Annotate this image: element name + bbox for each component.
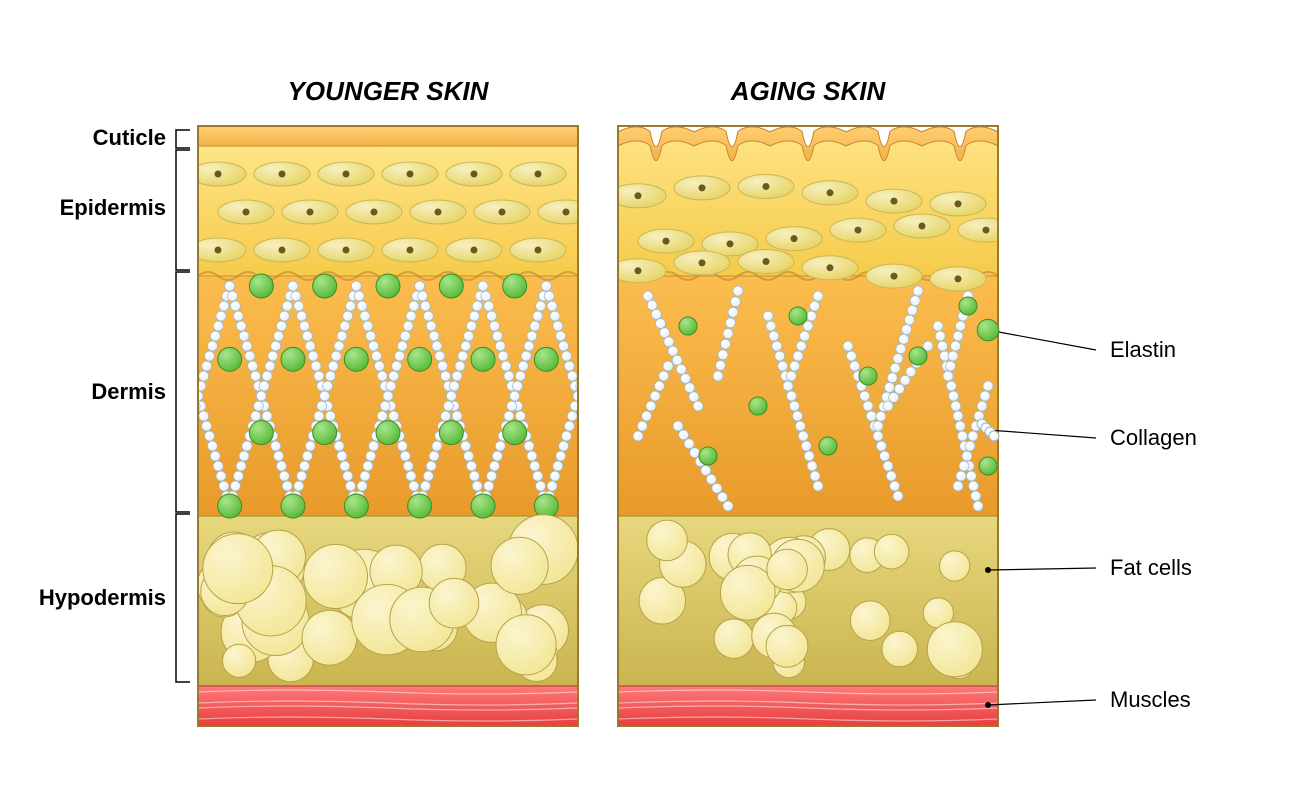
elastin-node — [959, 297, 977, 315]
fat-cell — [927, 622, 982, 677]
component-label-muscles: Muscles — [985, 687, 1191, 712]
elastin-node — [679, 317, 697, 335]
component-label-fatcells: Fat cells — [985, 555, 1192, 580]
layer-label-text-epidermis: Epidermis — [60, 195, 166, 220]
elastin-node — [859, 367, 877, 385]
layer-label-text-cuticle: Cuticle — [93, 125, 166, 150]
layer-label-hypodermis: Hypodermis — [39, 514, 190, 682]
component-label-elastin: Elastin — [985, 327, 1176, 362]
elastin-node — [503, 421, 527, 445]
component-label-collagen: Collagen — [985, 425, 1197, 450]
elastin-node — [909, 347, 927, 365]
elastin-node — [408, 347, 432, 371]
elastin-node — [749, 397, 767, 415]
component-label-text-elastin: Elastin — [1110, 337, 1176, 362]
elastin-node — [344, 494, 368, 518]
layer-label-dermis: Dermis — [91, 272, 190, 512]
elastin-node — [218, 494, 242, 518]
elastin-node — [249, 421, 273, 445]
fat-cell — [874, 534, 909, 569]
layer-label-text-hypodermis: Hypodermis — [39, 585, 166, 610]
fat-cell — [496, 615, 556, 675]
fat-cell — [223, 644, 256, 677]
elastin-node — [789, 307, 807, 325]
elastin-node — [281, 347, 305, 371]
elastin-node — [819, 437, 837, 455]
component-label-text-collagen: Collagen — [1110, 425, 1197, 450]
fat-cell — [882, 631, 918, 667]
elastin-node — [313, 421, 337, 445]
panel-aging-skin — [610, 126, 1018, 726]
elastin-node — [503, 274, 527, 298]
elastin-icon — [977, 319, 999, 341]
elastin-node — [408, 494, 432, 518]
panel-younger-skin — [161, 126, 614, 726]
elastin-node — [699, 447, 717, 465]
fat-cell — [491, 537, 548, 594]
title-aging-skin: AGING SKIN — [730, 76, 887, 106]
component-label-text-muscles: Muscles — [1110, 687, 1191, 712]
elastin-node — [376, 421, 400, 445]
elastin-node — [439, 421, 463, 445]
layer-label-text-dermis: Dermis — [91, 379, 166, 404]
elastin-node — [249, 274, 273, 298]
collagen-icon — [989, 431, 999, 441]
fat-cell — [767, 549, 808, 590]
fat-cell — [850, 601, 890, 641]
layer-label-epidermis: Epidermis — [60, 150, 190, 270]
component-label-text-fatcells: Fat cells — [1110, 555, 1192, 580]
elastin-node — [344, 347, 368, 371]
elastin-node — [979, 457, 997, 475]
layer-label-cuticle: Cuticle — [93, 125, 190, 150]
elastin-node — [471, 347, 495, 371]
fat-cell — [714, 619, 754, 659]
elastin-node — [471, 494, 495, 518]
elastin-node — [218, 347, 242, 371]
fat-cell — [940, 551, 970, 581]
fat-cell — [429, 578, 479, 628]
fat-cell — [203, 534, 273, 604]
fat-cell — [302, 610, 357, 665]
elastin-node — [281, 494, 305, 518]
fat-cell — [766, 625, 808, 667]
fat-cell — [647, 520, 688, 561]
elastin-node — [313, 274, 337, 298]
elastin-node — [376, 274, 400, 298]
title-younger-skin: YOUNGER SKIN — [288, 76, 490, 106]
elastin-node — [534, 347, 558, 371]
elastin-node — [439, 274, 463, 298]
